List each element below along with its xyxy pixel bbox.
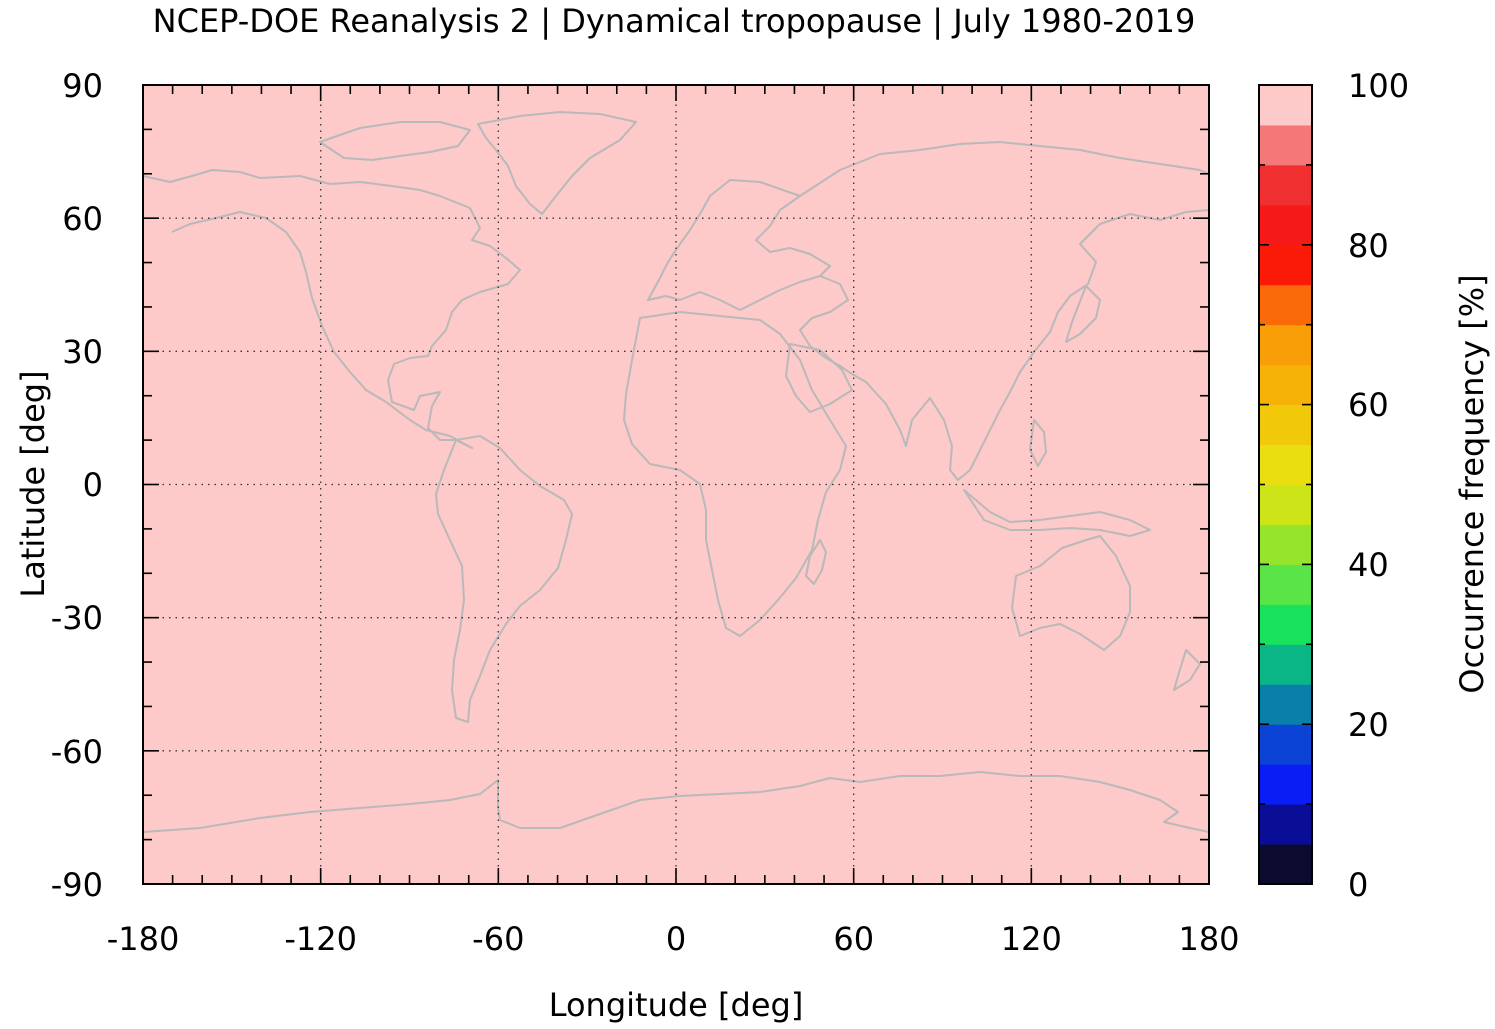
map-tick-marks: [143, 85, 1209, 884]
coastline-new-zealand: [1173, 649, 1201, 691]
coastline-africa: [623, 311, 847, 637]
y-tick-label: -30: [51, 599, 103, 637]
coastline-antarctica: [142, 771, 1210, 833]
colorbar-segment: [1259, 244, 1312, 286]
y-tick-label: 60: [62, 200, 103, 238]
coastline-greenland: [477, 111, 637, 215]
colorbar-tick-labels: 100 80 60 40 20 0: [1348, 67, 1409, 904]
coastline-australia: [1011, 535, 1131, 651]
x-tick-labels: -180 -120 -60 0 60 120 180: [107, 920, 1240, 958]
x-tick-label: -120: [284, 920, 357, 958]
coastline-japan: [1065, 285, 1101, 343]
colorbar-segment: [1259, 524, 1312, 565]
colorbar-tick-label: 40: [1348, 546, 1389, 584]
colorbar-segment: [1259, 764, 1312, 805]
colorbar-tick-label: 20: [1348, 706, 1389, 744]
colorbar-segments: [1259, 85, 1312, 885]
colorbar: 100 80 60 40 20 0 Occurrence frequency […: [1258, 67, 1491, 904]
coastline-indonesia: [963, 489, 1151, 537]
x-tick-label: 120: [1001, 920, 1062, 958]
colorbar-tick-label: 0: [1348, 866, 1368, 904]
map-panel: -180 -120 -60 0 60 120 180 90 60 30 0 -3…: [14, 67, 1240, 1024]
colorbar-segment: [1259, 324, 1312, 366]
colorbar-segment: [1259, 604, 1312, 645]
coastline-north-america: [142, 169, 521, 449]
y-tick-label: -60: [51, 733, 103, 771]
coastline-south-america: [435, 435, 573, 723]
coastline-europe: [647, 179, 831, 311]
y-tick-label: -90: [51, 866, 103, 904]
colorbar-segment: [1259, 684, 1312, 725]
y-tick-label: 0: [83, 466, 103, 504]
colorbar-segment: [1259, 164, 1312, 206]
y-tick-labels: 90 60 30 0 -30 -60 -90: [51, 67, 103, 904]
colorbar-tick-label: 80: [1348, 227, 1389, 265]
x-tick-label: -60: [472, 920, 524, 958]
x-tick-label: -180: [107, 920, 180, 958]
colorbar-segment: [1259, 404, 1312, 446]
y-tick-label: 30: [62, 333, 103, 371]
colorbar-segment: [1259, 204, 1312, 246]
coastline-philippines: [1029, 419, 1047, 467]
colorbar-segment: [1259, 644, 1312, 685]
colorbar-segment: [1259, 844, 1312, 885]
colorbar-segment: [1259, 484, 1312, 525]
coastlines: [142, 111, 1210, 833]
colorbar-segment: [1259, 804, 1312, 845]
y-axis-label: Latitude [deg]: [14, 370, 52, 597]
coastline-madagascar: [805, 539, 827, 585]
colorbar-segment: [1259, 124, 1312, 166]
x-axis-label: Longitude [deg]: [549, 986, 804, 1024]
colorbar-segment: [1259, 564, 1312, 605]
x-tick-label: 180: [1178, 920, 1239, 958]
coastline-asia: [799, 141, 1210, 481]
colorbar-tick-label: 60: [1348, 386, 1389, 424]
y-tick-label: 90: [62, 67, 103, 105]
x-tick-label: 60: [833, 920, 874, 958]
colorbar-tick-label: 100: [1348, 67, 1409, 105]
figure-title: NCEP-DOE Reanalysis 2 | Dynamical tropop…: [153, 2, 1196, 40]
gridlines: [143, 85, 1209, 884]
colorbar-segment: [1259, 85, 1312, 126]
colorbar-segment: [1259, 284, 1312, 326]
colorbar-tick-marks: [1259, 164, 1312, 805]
coastline-arabia: [785, 343, 853, 413]
colorbar-label: Occurrence frequency [%]: [1453, 274, 1491, 693]
colorbar-segment: [1259, 444, 1312, 485]
colorbar-segment: [1259, 364, 1312, 406]
colorbar-segment: [1259, 724, 1312, 765]
x-tick-label: 0: [666, 920, 686, 958]
coastline-arctic-islands: [319, 121, 471, 161]
